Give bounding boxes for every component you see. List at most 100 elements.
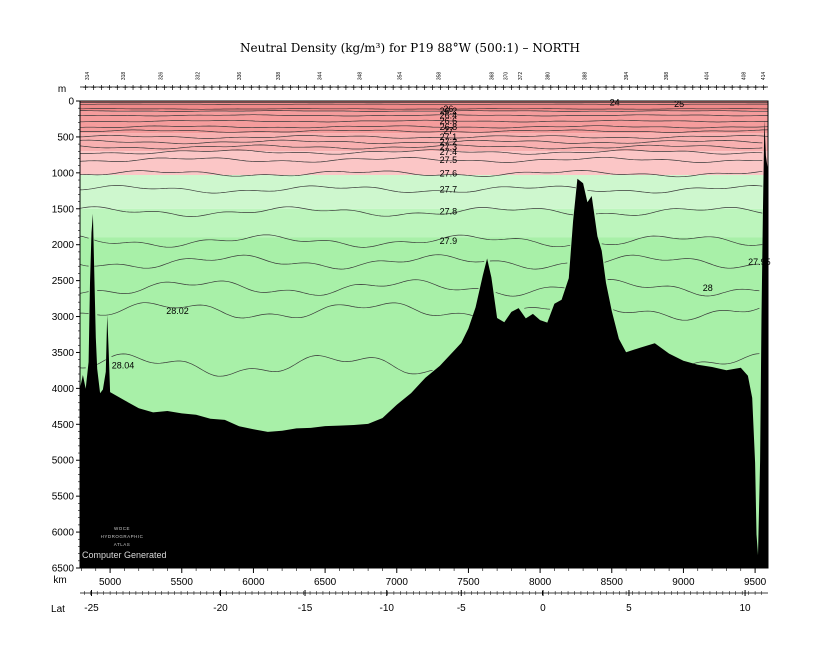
station-marker: +: [564, 83, 570, 94]
station-label: 336: [237, 72, 243, 81]
lat-tick-label: 10: [740, 603, 752, 614]
contour-label: 27: [443, 126, 453, 136]
station-marker: +: [248, 83, 254, 94]
contour-line: [79, 185, 576, 194]
atlas-logo: WOCE HYDROGRAPHIC ATLAS: [101, 526, 144, 547]
contour-line: [97, 302, 473, 319]
contour-label: 24: [610, 97, 620, 107]
x-tick-label: 5000: [99, 577, 122, 588]
latitude-axis: -25 -20 -15 -10 -5 0 5 10: [84, 590, 762, 614]
station-marker: +: [296, 83, 302, 94]
contour-label: 27.95: [748, 257, 771, 267]
station-label: 326: [158, 72, 164, 81]
station-marker: +: [540, 83, 546, 94]
contour-line: [94, 234, 571, 248]
contour-line: [79, 139, 763, 145]
station-marker: +: [572, 83, 578, 94]
station-marker: +: [643, 83, 649, 94]
station-marker: +: [532, 83, 538, 94]
contour-label: 26.4: [440, 110, 458, 120]
y-tick-label: 0: [68, 97, 74, 108]
x-tick-label: 6500: [314, 577, 337, 588]
station-marker: +: [122, 83, 128, 94]
station-marker: +: [556, 83, 562, 94]
station-label: 398: [664, 72, 670, 81]
lat-tick-label: -15: [298, 603, 313, 614]
station-marker: +: [422, 83, 428, 94]
seafloor: [80, 120, 768, 569]
station-marker: +: [240, 83, 246, 94]
station-marker: +: [611, 83, 617, 94]
station-marker: +: [233, 83, 239, 94]
station-label: 314: [85, 72, 91, 81]
station-marker: +: [501, 83, 507, 94]
station-label: 344: [317, 72, 323, 81]
contour-label: 27.1: [440, 132, 458, 142]
station-marker: +: [690, 83, 696, 94]
contour-line: [524, 307, 551, 310]
station-label: 404: [704, 72, 710, 81]
contour-label: 28: [703, 283, 713, 293]
contour-line: [79, 206, 574, 217]
contour-line: [79, 235, 89, 239]
station-label: 348: [358, 72, 364, 81]
contour-label: 28.02: [166, 306, 189, 316]
contour-label: 27.9: [440, 236, 458, 246]
station-marker: +: [579, 83, 585, 94]
station-label: 368: [489, 72, 495, 81]
station-marker: +: [130, 83, 136, 94]
station-axis: + + + + + + + + + + + + + + + + + + + + + + + + + + + + + + + + + + + + + + + +…: [83, 72, 767, 94]
contour-label: 27.2: [440, 137, 458, 147]
station-marker: +: [209, 83, 215, 94]
logo-line-2: HYDROGRAPHIC: [101, 534, 144, 539]
plot-frame: [79, 86, 769, 594]
logo-line-1: WOCE: [114, 526, 130, 531]
lat-tick-label: 0: [540, 603, 546, 614]
y-tick-label: 1000: [52, 168, 75, 179]
contour-line: [80, 125, 769, 129]
station-marker: +: [398, 83, 404, 94]
station-marker: +: [493, 83, 499, 94]
station-marker: +: [414, 83, 420, 94]
contour-line: [79, 291, 89, 294]
x-tick-label: 6000: [242, 577, 265, 588]
station-marker: +: [264, 83, 270, 94]
contour-line: [111, 353, 433, 377]
contour-label: 25: [674, 99, 684, 109]
station-marker: +: [106, 83, 112, 94]
contour-label: 26.8: [440, 122, 458, 132]
station-label: 332: [196, 72, 202, 81]
station-marker: +: [343, 83, 349, 94]
lat-tick-label: -25: [84, 603, 99, 614]
station-label: 414: [761, 72, 767, 81]
station-marker: +: [91, 83, 97, 94]
station-marker: +: [193, 83, 199, 94]
contour-line: [80, 129, 769, 133]
distance-unit-label: km: [53, 575, 66, 586]
station-marker: +: [682, 83, 688, 94]
y-tick-label: 2500: [52, 276, 75, 287]
station-marker: +: [438, 83, 444, 94]
contour-line: [79, 134, 769, 139]
y-tick-label: 6500: [52, 564, 75, 575]
station-marker: +: [713, 83, 719, 94]
y-tick-label: 3000: [52, 312, 75, 323]
x-tick-label: 9500: [744, 577, 767, 588]
y-tick-label: 500: [57, 132, 74, 143]
station-marker: +: [477, 83, 483, 94]
station-marker: +: [406, 83, 412, 94]
depth-axis: 0 500 1000 1500 2000 2500 3000 3500 4000 4500 5000…: [52, 97, 80, 575]
x-tick-label: 8000: [529, 577, 552, 588]
station-marker: +: [674, 83, 680, 94]
contour-line: [613, 307, 760, 321]
contour-line: [97, 359, 106, 365]
station-marker: +: [138, 83, 144, 94]
x-tick-label: 5500: [171, 577, 194, 588]
contour-line: [604, 254, 760, 269]
station-marker: +: [335, 83, 341, 94]
station-marker: +: [430, 83, 436, 94]
station-label: 372: [518, 72, 524, 81]
distance-axis: 5000 5500 6000 6500 7000 7500 8000 8500 9000 9500: [81, 568, 767, 588]
station-marker: +: [83, 83, 89, 94]
station-marker: +: [351, 83, 357, 94]
